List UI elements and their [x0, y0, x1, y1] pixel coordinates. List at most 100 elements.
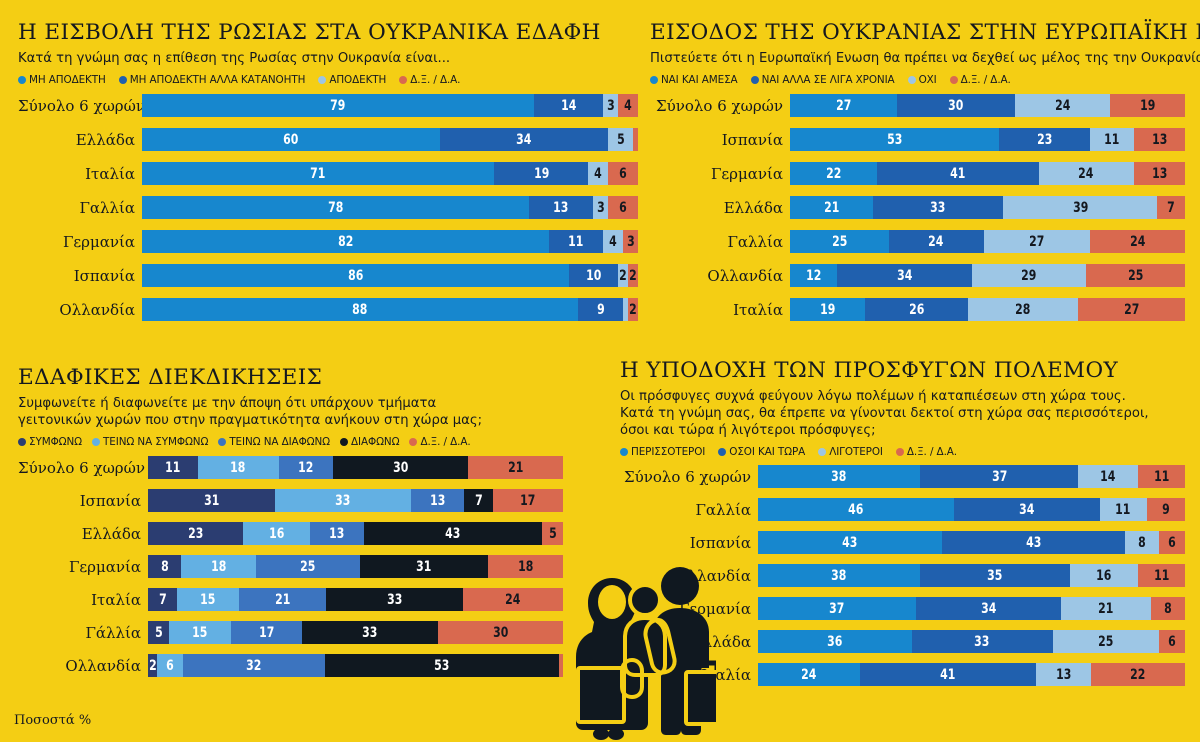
bar-segment: 19: [494, 162, 589, 185]
bar-segment: 18: [181, 555, 256, 578]
stacked-bar: 86 10 2 2: [142, 264, 638, 287]
bar-segment: 3: [623, 230, 638, 253]
legend-item-3: ΔΙΑΦΩΝΩ: [340, 436, 400, 448]
bar-value: 37: [991, 468, 1007, 485]
bar-segment: 25: [1052, 630, 1160, 653]
bar-value: 23: [1037, 131, 1053, 148]
chart-row: Ιταλία 7 15 21 33 24: [18, 588, 563, 611]
bar-value: 6: [166, 657, 174, 674]
stacked-bar: 2 6 32 53: [148, 654, 563, 677]
legend-swatch-icon: [18, 76, 26, 84]
legend-label: ΝΑΙ ΚΑΙ ΑΜΕΣΑ: [661, 74, 738, 86]
row-label: Σύνολο 6 χωρών: [18, 458, 145, 477]
legend-swatch-icon: [318, 76, 327, 84]
bar-segment: 13: [309, 522, 364, 545]
bar-value: 21: [823, 199, 840, 216]
chart-row: Σύνολο 6 χωρών 79 14 3 4: [18, 94, 638, 117]
bar-segment: 3: [593, 196, 609, 219]
stacked-bar: 36 33 25 6: [758, 630, 1185, 653]
bar-value: 24: [801, 666, 817, 683]
bar-value: 2: [148, 657, 157, 674]
bar-value: 12: [806, 267, 822, 284]
bar-segment: 38: [758, 564, 921, 587]
bar-value: 15: [192, 624, 208, 641]
chart-row: Ισπανία 53 23 11 13: [650, 128, 1185, 151]
legend-label: Δ.Ξ. / Δ.Α.: [410, 74, 461, 86]
chart-row: Γερμανία 8 18 25 31 18: [18, 555, 563, 578]
legend-label: ΑΠΟΔΕΚΤΗ: [329, 74, 387, 86]
chart-row: Ολλανδία 88 9 2: [18, 298, 638, 321]
bar-value: 24: [1129, 233, 1146, 250]
legend-label: ΤΕΙΝΩ ΝΑ ΔΙΑΦΩΝΩ: [229, 436, 331, 448]
legend-swatch-icon: [620, 448, 628, 456]
legend-item-2: ΑΠΟΔΕΚΤΗ: [318, 74, 386, 86]
bar-value: 11: [568, 233, 584, 250]
bar-value: 82: [337, 233, 353, 250]
row-label: Γερμανία: [68, 557, 141, 576]
chart-row: Ιταλία 71 19 4 6: [18, 162, 638, 185]
bar-value: 19: [533, 165, 549, 182]
bar-segment: 13: [528, 196, 594, 219]
stacked-bar: 38 37 14 11: [758, 465, 1185, 488]
bar-value: 29: [1021, 267, 1037, 284]
bar-value: 79: [330, 97, 346, 114]
stacked-bar: 60 34 5: [142, 128, 638, 151]
row-label: Ισπανία: [79, 491, 141, 510]
stacked-bar: 24 41 13 22: [758, 663, 1185, 686]
bar-value: 86: [347, 267, 363, 284]
bar-segment: 46: [758, 498, 955, 521]
row-label: Γάλλία: [85, 623, 141, 642]
bar-segment: 53: [324, 654, 559, 677]
bar-value: 11: [1115, 501, 1131, 518]
bar-value: 26: [908, 301, 924, 318]
bar-value: 6: [1168, 633, 1176, 650]
bar-segment: 7: [148, 588, 178, 611]
bar-segment: 2: [628, 264, 638, 287]
bar-value: 71: [310, 165, 326, 182]
bar-value: 88: [352, 301, 368, 318]
chart-row: Ολλανδία 12 34 29 25: [650, 264, 1185, 287]
bar-segment: 19: [790, 298, 866, 321]
chart-row: Γερμανία 22 41 24 13: [650, 162, 1185, 185]
bar-value: 5: [154, 624, 163, 641]
bar-value: 4: [609, 233, 617, 250]
legend-item-3: Δ.Ξ. / Δ.Α.: [895, 446, 957, 458]
bar-value: 4: [624, 97, 632, 114]
bar-segment: 24: [1038, 162, 1134, 185]
legend-label: ΤΕΙΝΩ ΝΑ ΣΥΜΦΩΝΩ: [103, 436, 209, 448]
subtitle-line: γειτονικών χωρών που στην πραγματικότητα…: [18, 413, 483, 428]
bar-value: 19: [819, 301, 836, 318]
bar-segment: 19: [1109, 94, 1185, 117]
bar-segment: 35: [920, 564, 1070, 587]
bar-segment: 5: [148, 621, 169, 644]
bar-value: 19: [1139, 97, 1156, 114]
bar-segment: 82: [142, 230, 549, 253]
bar-value: 12: [298, 459, 314, 476]
bar-value: 22: [1130, 666, 1146, 683]
bar-segment: 27: [790, 94, 897, 117]
bar-segment: 22: [1091, 663, 1185, 686]
bar-segment: 14: [1078, 465, 1138, 488]
bar-value: 13: [1151, 131, 1167, 148]
legend-label: ΔΙΑΦΩΝΩ: [351, 436, 400, 448]
bar-segment: 2: [618, 264, 629, 287]
bar-segment: 13: [1133, 162, 1185, 185]
bar-segment: 36: [758, 630, 912, 653]
legend-label: Δ.Ξ. / Δ.Α.: [420, 436, 471, 448]
chart-row: Ελλάδα 21 33 39 7: [650, 196, 1185, 219]
bar-value: 33: [362, 624, 378, 641]
bar-value: 11: [1153, 468, 1170, 485]
bar-value: 14: [1100, 468, 1116, 485]
legend-swatch-icon: [409, 438, 418, 446]
stacked-bar: 53 23 11 13: [790, 128, 1185, 151]
bar-segment: 4: [588, 162, 609, 185]
bar-value: 60: [283, 131, 299, 148]
bar-value: 37: [829, 600, 845, 617]
bar-value: 2: [629, 267, 637, 284]
stacked-bar: 27 30 24 19: [790, 94, 1185, 117]
bar-value: 46: [848, 501, 864, 518]
bar-segment: 24: [463, 588, 563, 611]
legend-item-2: ΟΧΙ: [907, 74, 937, 86]
bar-segment: 27: [983, 230, 1091, 253]
